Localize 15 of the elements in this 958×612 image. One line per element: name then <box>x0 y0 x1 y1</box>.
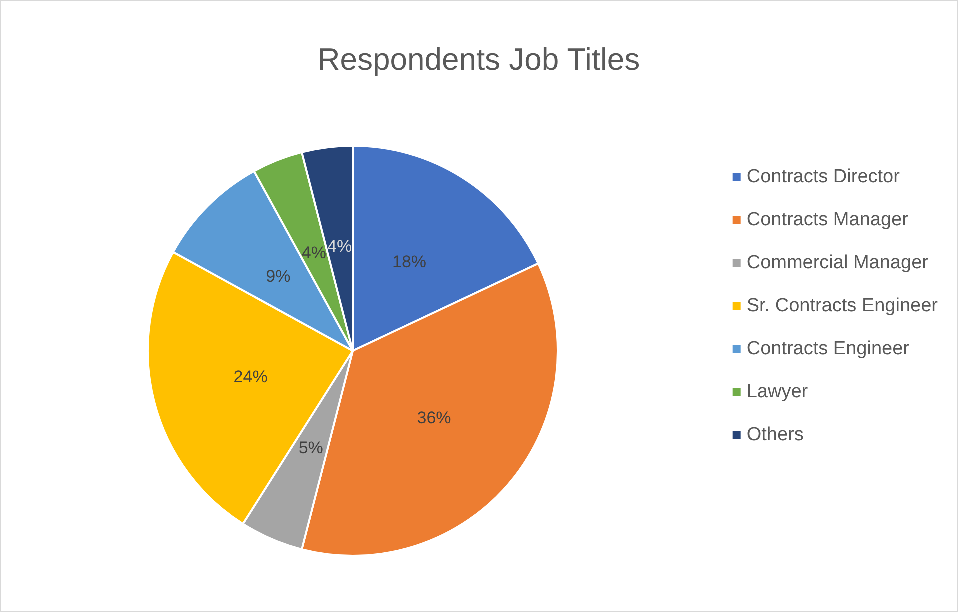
legend-label: Contracts Director <box>746 166 901 188</box>
legend-label: Contracts Engineer <box>746 338 910 360</box>
data-label: 4% <box>302 243 326 262</box>
data-label: 4% <box>327 236 352 256</box>
data-label: 9% <box>266 266 291 286</box>
chart-title: Respondents Job Titles <box>318 42 640 77</box>
data-label: 36% <box>417 408 452 428</box>
legend-label: Others <box>746 424 804 446</box>
data-label: 24% <box>234 368 268 387</box>
data-label: 18% <box>392 252 427 272</box>
legend-label: Commercial Manager <box>746 252 930 274</box>
legend-label: Lawyer <box>746 382 809 402</box>
data-label: 5% <box>298 438 324 458</box>
legend-label: Sr. Contracts Engineer <box>746 296 939 316</box>
legend-label: Contracts Manager <box>746 210 910 230</box>
